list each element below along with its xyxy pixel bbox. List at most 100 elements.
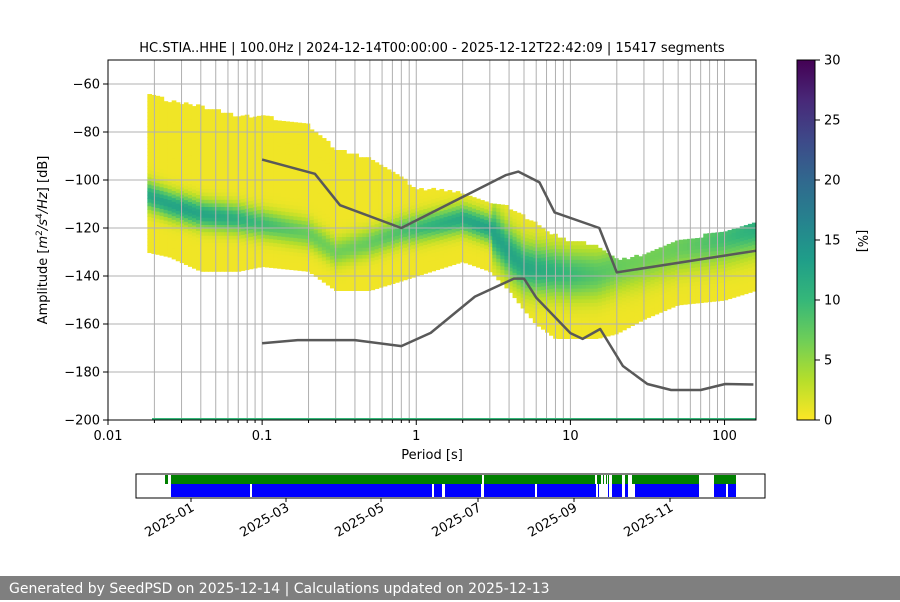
psd-cell [545,296,550,301]
psd-cell [167,152,173,157]
psd-cell [163,230,169,235]
psd-cell [670,253,676,258]
psd-cell [711,272,717,277]
psd-cell [362,265,368,270]
psd-cell [670,263,676,269]
psd-cell [626,277,631,282]
psd-cell [167,228,173,233]
psd-cell [204,249,209,254]
psd-cell [658,276,664,281]
psd-cell [378,276,384,281]
psd-cell [265,191,270,196]
psd-cell [731,272,737,277]
psd-cell [159,222,165,227]
psd-cell [423,266,428,271]
psd-cell [557,262,562,267]
psd-cell [573,316,579,321]
psd-cell [589,262,595,267]
psd-cell [175,138,181,143]
psd-cell [411,190,416,195]
psd-cell [289,168,295,173]
psd-cell [208,156,213,161]
psd-cell [313,243,319,249]
psd-cell [362,193,368,198]
psd-cell [293,266,299,271]
psd-cell [147,245,153,250]
psd-cell [557,324,562,329]
psd-cell [256,202,262,207]
psd-cell [370,199,376,204]
psd-cell [540,311,546,316]
psd-cell [674,272,680,278]
psd-cell [711,293,717,299]
psd-cell [536,279,542,284]
psd-cell [240,187,246,192]
psd-cell [504,276,510,282]
psd-cell [500,276,506,281]
psd-cell [281,182,286,187]
psd-cell [220,228,226,233]
psd-cell [281,192,286,198]
psd-cell [581,244,587,249]
psd-cell [577,295,583,300]
psd-cell [256,151,262,157]
psd-cell [394,213,400,218]
psd-cell [540,257,546,262]
psd-cell [212,192,217,197]
psd-cell [273,256,278,262]
psd-cell [362,207,368,212]
psd-cell [269,144,274,150]
psd-cell [678,300,684,306]
psd-cell [147,209,153,214]
psd-cell [281,246,286,252]
psd-cell [618,317,623,322]
psd-cell [638,281,643,286]
psd-cell [439,239,445,244]
psd-cell [439,260,445,266]
y-axis-label-prefix: Amplitude [ [36,249,51,325]
psd-cell [297,169,303,174]
psd-cell [187,161,193,167]
psd-cell [666,254,672,259]
psd-cell [277,134,282,140]
psd-cell [293,215,299,221]
psd-cell [187,194,193,199]
psd-cell [374,270,380,275]
psd-cell [658,294,664,299]
psd-cell [751,276,756,281]
psd-cell [236,199,242,204]
psd-cell [285,193,290,198]
psd-cell [443,205,449,210]
psd-cell [317,257,323,262]
psd-cell [573,324,579,329]
psd-cell [269,216,274,222]
psd-cell [293,125,299,131]
psd-cell [187,140,193,145]
psd-cell [224,174,230,179]
psd-cell [419,195,424,200]
psd-cell [277,232,282,237]
psd-cell [269,209,274,214]
psd-cell [342,232,347,237]
psd-cell [415,221,420,226]
psd-cell [670,245,676,251]
psd-cell [212,238,217,243]
psd-cell [471,240,477,245]
psd-cell [216,210,221,215]
psd-cell [301,241,307,247]
psd-cell [155,218,161,223]
psd-cell [269,260,274,265]
psd-cell [691,263,696,268]
y-axis-label-slash2: / [36,207,51,214]
psd-cell [378,197,384,202]
psd-cell [370,181,376,186]
psd-cell [220,145,226,150]
psd-cell [204,181,209,186]
psd-cell [155,160,161,165]
psd-cell [682,242,688,248]
psd-cell [674,251,680,256]
psd-cell [354,283,359,288]
psd-cell [751,262,756,267]
psd-cell [232,246,238,251]
psd-cell [200,145,205,150]
